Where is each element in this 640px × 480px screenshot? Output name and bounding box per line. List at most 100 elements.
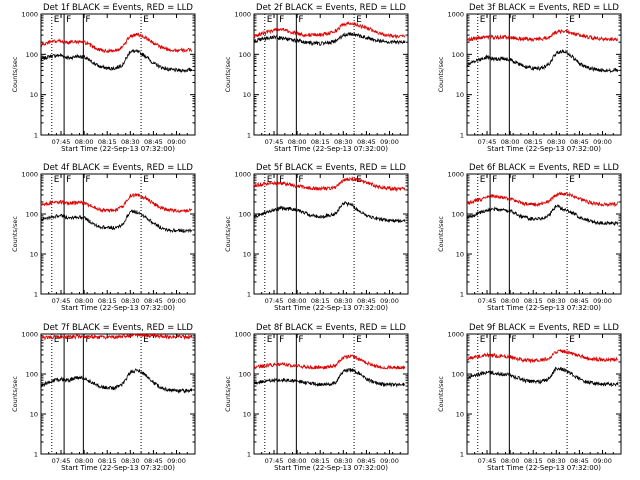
x-axis-label: Start Time (22-Sep-13 07:32:00) (274, 464, 388, 472)
flag-label: E (267, 175, 273, 185)
x-tick-label: 08:00 (501, 457, 520, 465)
flag-label: F (492, 175, 497, 185)
y-tick-label: 1000 (234, 331, 251, 339)
x-tick-label: 08:15 (524, 297, 543, 305)
flag-label: E (569, 175, 575, 185)
flag-label: F (298, 335, 303, 345)
x-tick-label: 08:30 (547, 297, 566, 305)
series-line-lld (40, 32, 193, 54)
x-tick-label: 08:15 (311, 457, 330, 465)
x-tick-label: 09:00 (167, 457, 186, 465)
flag-label: F (85, 15, 90, 25)
flag-label: F (279, 335, 284, 345)
x-tick-label: 08:00 (75, 138, 94, 146)
y-axis-label: Counts/sec (437, 56, 445, 92)
flag-label: E (569, 335, 575, 345)
x-tick-label: 08:45 (357, 297, 376, 305)
chart-title: Det 8f BLACK = Events, RED = LLD (256, 323, 406, 333)
series-line-lld (253, 21, 406, 40)
x-tick-label: 08:30 (121, 297, 140, 305)
flag-label: E (356, 15, 362, 25)
flag-label: F (66, 175, 71, 185)
chart-panel-5: Det 5f BLACK = Events, RED = LLD 1 10 100 10… (224, 163, 409, 312)
y-tick-label: 10 (243, 91, 251, 99)
y-tick-label: 1 (460, 132, 464, 140)
flag-label: F (85, 335, 90, 345)
y-tick-label: 10 (30, 251, 38, 259)
y-tick-label: 100 (239, 51, 251, 59)
x-tick-label: 09:00 (593, 457, 612, 465)
flag-label: E (54, 335, 60, 345)
y-axis-label: Counts/sec (224, 56, 232, 92)
x-tick-label: 08:45 (144, 457, 163, 465)
x-tick-label: 08:00 (288, 297, 307, 305)
x-tick-label: 09:00 (593, 297, 612, 305)
x-tick-label: 08:45 (144, 138, 163, 146)
x-tick-label: 08:30 (121, 138, 140, 146)
y-tick-label: 1000 (447, 331, 464, 339)
y-axis-label: Counts/sec (224, 376, 232, 412)
y-tick-label: 100 (452, 51, 464, 59)
flag-label: E (54, 175, 60, 185)
x-tick-label: 08:15 (98, 138, 117, 146)
y-tick-label: 10 (456, 411, 464, 419)
flag-label: E (143, 335, 149, 345)
flag-label: F (511, 175, 516, 185)
y-tick-label: 100 (239, 211, 251, 219)
x-tick-label: 08:00 (501, 138, 520, 146)
y-tick-label: 100 (452, 371, 464, 379)
chart-title: Det 1f BLACK = Events, RED = LLD (43, 3, 193, 13)
y-tick-label: 100 (452, 211, 464, 219)
y-tick-label: 10 (243, 251, 251, 259)
flag-label: F (279, 15, 284, 25)
chart-panel-4: Det 4f BLACK = Events, RED = LLD 1 10 100 10… (11, 163, 196, 312)
x-tick-label: 08:00 (75, 297, 94, 305)
x-tick-label: 08:15 (524, 138, 543, 146)
y-tick-label: 1000 (234, 11, 251, 19)
flag-label: F (85, 175, 90, 185)
x-tick-label: 08:15 (311, 138, 330, 146)
y-tick-label: 100 (26, 371, 38, 379)
x-tick-label: 08:45 (357, 138, 376, 146)
series-line-events (40, 368, 193, 394)
flag-label: E (267, 15, 273, 25)
x-tick-label: 07:45 (52, 138, 71, 146)
x-tick-label: 08:00 (288, 457, 307, 465)
x-tick-label: 08:15 (98, 457, 117, 465)
y-tick-label: 1 (247, 451, 251, 459)
y-tick-label: 10 (456, 91, 464, 99)
x-axis-label: Start Time (22-Sep-13 07:32:00) (61, 145, 175, 153)
x-tick-label: 07:45 (265, 297, 284, 305)
flag-label: F (279, 175, 284, 185)
x-tick-label: 08:45 (570, 457, 589, 465)
flag-label: E (143, 175, 149, 185)
x-tick-label: 08:30 (334, 457, 353, 465)
y-tick-label: 1000 (234, 171, 251, 179)
y-tick-label: 100 (239, 371, 251, 379)
flag-label: E (143, 15, 149, 25)
x-tick-label: 08:30 (547, 138, 566, 146)
x-tick-label: 08:00 (75, 457, 94, 465)
y-tick-label: 1000 (21, 171, 38, 179)
x-tick-label: 08:45 (357, 457, 376, 465)
x-tick-label: 08:45 (570, 297, 589, 305)
chart-panel-2: Det 2f BLACK = Events, RED = LLD 1 10 100 10… (224, 3, 409, 153)
flag-label: F (492, 335, 497, 345)
chart-title: Det 9f BLACK = Events, RED = LLD (469, 323, 619, 333)
chart-panel-7: Det 7f BLACK = Events, RED = LLD 1 10 100 10… (11, 323, 196, 472)
chart-title: Det 2f BLACK = Events, RED = LLD (256, 3, 406, 13)
series-line-lld (40, 332, 193, 341)
flag-label: E (267, 335, 273, 345)
series-line-lld (466, 28, 618, 43)
y-tick-label: 1000 (447, 171, 464, 179)
series-line-lld (466, 348, 619, 364)
x-axis-label: Start Time (22-Sep-13 07:32:00) (274, 145, 388, 153)
y-tick-label: 10 (456, 251, 464, 259)
x-tick-label: 08:30 (121, 457, 140, 465)
series-line-events (466, 366, 619, 388)
y-axis-label: Counts/sec (11, 376, 19, 412)
y-tick-label: 1 (460, 291, 464, 299)
y-tick-label: 1 (247, 132, 251, 140)
series-line-lld (466, 191, 619, 208)
